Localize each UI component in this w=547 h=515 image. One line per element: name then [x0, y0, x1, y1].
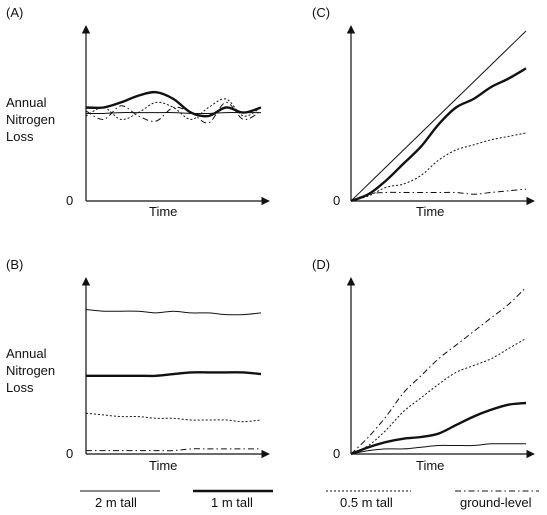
panel-a-origin-label: 0: [66, 193, 73, 208]
panel-b-series-dotted: [86, 413, 261, 422]
panel-c-origin-label: 0: [333, 193, 340, 208]
legend: 2 m tall 1 m tall 0.5 m tall ground-leve…: [80, 491, 539, 510]
panel-d-label: (D): [312, 257, 330, 272]
panel-a: (A) Annual Nitrogen Loss 0 Time: [6, 5, 269, 219]
legend-item-05m: 0.5 m tall: [326, 491, 411, 510]
panel-d-origin-label: 0: [333, 446, 340, 461]
panel-a-ylabel-line1: Annual: [6, 95, 47, 110]
panel-b-ylabel-line2: Nitrogen: [6, 363, 55, 378]
panel-a-ylabel-line2: Nitrogen: [6, 112, 55, 127]
panel-a-xlabel: Time: [149, 204, 177, 219]
panel-c-xlabel: Time: [416, 204, 444, 219]
panel-d-series-thick: [351, 403, 526, 454]
panel-c-series-thin: [351, 31, 526, 201]
panel-d-series-dotted: [351, 338, 526, 454]
panel-b-series-dashdot: [86, 449, 261, 451]
panel-b-ylabel-line3: Loss: [6, 380, 34, 395]
panel-c-series-thick: [351, 68, 526, 201]
legend-item-1m: 1 m tall: [193, 491, 273, 510]
panel-a-label: (A): [6, 5, 23, 20]
panel-a-ylabel-line3: Loss: [6, 129, 34, 144]
panel-c: (C) 0 Time: [312, 5, 534, 219]
legend-label-ground: ground-level: [460, 495, 532, 510]
panel-b-series-thick: [86, 372, 261, 376]
panel-c-series-dotted: [351, 133, 526, 201]
panel-b-xlabel: Time: [149, 458, 177, 473]
panel-d-lines: [351, 287, 526, 454]
panel-c-lines: [351, 31, 526, 201]
panel-b-series-thin: [86, 310, 261, 315]
legend-item-2m: 2 m tall: [80, 491, 160, 510]
panel-c-label: (C): [312, 5, 330, 20]
legend-item-ground: ground-level: [455, 491, 539, 510]
legend-label-05m: 0.5 m tall: [340, 495, 393, 510]
panel-c-series-dashdot: [351, 189, 526, 201]
panel-b-lines: [86, 310, 261, 451]
panel-b: (B) Annual Nitrogen Loss 0 Time: [6, 257, 269, 473]
legend-label-1m: 1 m tall: [211, 495, 253, 510]
panel-a-lines: [86, 92, 261, 123]
panel-d-xlabel: Time: [416, 458, 444, 473]
panel-d-series-dashdot: [351, 287, 526, 454]
panel-d: (D) 0 Time: [312, 257, 534, 473]
panel-b-ylabel-line1: Annual: [6, 346, 47, 361]
panel-d-axes: [351, 278, 534, 454]
panel-b-label: (B): [6, 257, 23, 272]
legend-label-2m: 2 m tall: [95, 495, 137, 510]
panel-b-origin-label: 0: [66, 446, 73, 461]
panel-b-axes: [86, 278, 269, 454]
